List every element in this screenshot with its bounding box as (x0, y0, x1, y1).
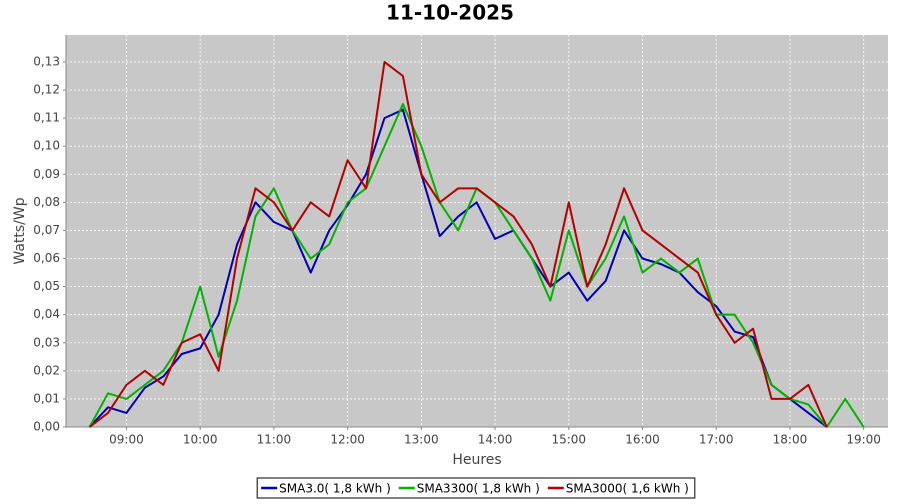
legend-label: SMA3.0( 1,8 kWh ) (279, 482, 391, 496)
x-tick-label: 11:00 (257, 433, 292, 447)
x-tick-label: 12:00 (330, 433, 365, 447)
y-tick-label: 0,00 (33, 420, 60, 434)
x-axis-label: Heures (452, 452, 501, 468)
x-tick-label: 17:00 (699, 433, 734, 447)
chart-title: 11-10-2025 (386, 1, 514, 25)
x-tick-label: 18:00 (773, 433, 808, 447)
y-tick-label: 0,07 (33, 223, 60, 237)
series-line (88, 108, 828, 428)
series-line (88, 60, 828, 428)
x-tick-label: 14:00 (478, 433, 513, 447)
x-tick-label: 09:00 (109, 433, 144, 447)
legend-box (256, 477, 696, 499)
legend-label: SMA3300( 1,8 kWh ) (417, 482, 540, 496)
y-tick-label: 0,08 (33, 195, 60, 209)
y-tick-label: 0,11 (33, 111, 60, 125)
x-tick-label: 13:00 (404, 433, 439, 447)
y-tick-label: 0,01 (33, 391, 60, 405)
x-tick-label: 16:00 (625, 433, 660, 447)
y-tick-label: 0,13 (33, 54, 60, 68)
x-tick-label: 10:00 (183, 433, 218, 447)
y-tick-label: 0,10 (33, 139, 60, 153)
y-tick-label: 0,12 (33, 83, 60, 97)
y-tick-label: 0,06 (33, 251, 60, 265)
y-tick-label: 0,02 (33, 363, 60, 377)
legend-label: SMA3000( 1,6 kWh ) (566, 482, 689, 496)
plot-area (66, 35, 888, 427)
y-axis-label: Watts/Wp (12, 197, 28, 264)
y-tick-label: 0,04 (33, 307, 60, 321)
y-tick-label: 0,09 (33, 167, 60, 181)
x-tick-label: 19:00 (846, 433, 881, 447)
y-tick-label: 0,03 (33, 335, 60, 349)
x-tick-label: 15:00 (551, 433, 586, 447)
y-tick-label: 0,05 (33, 279, 60, 293)
